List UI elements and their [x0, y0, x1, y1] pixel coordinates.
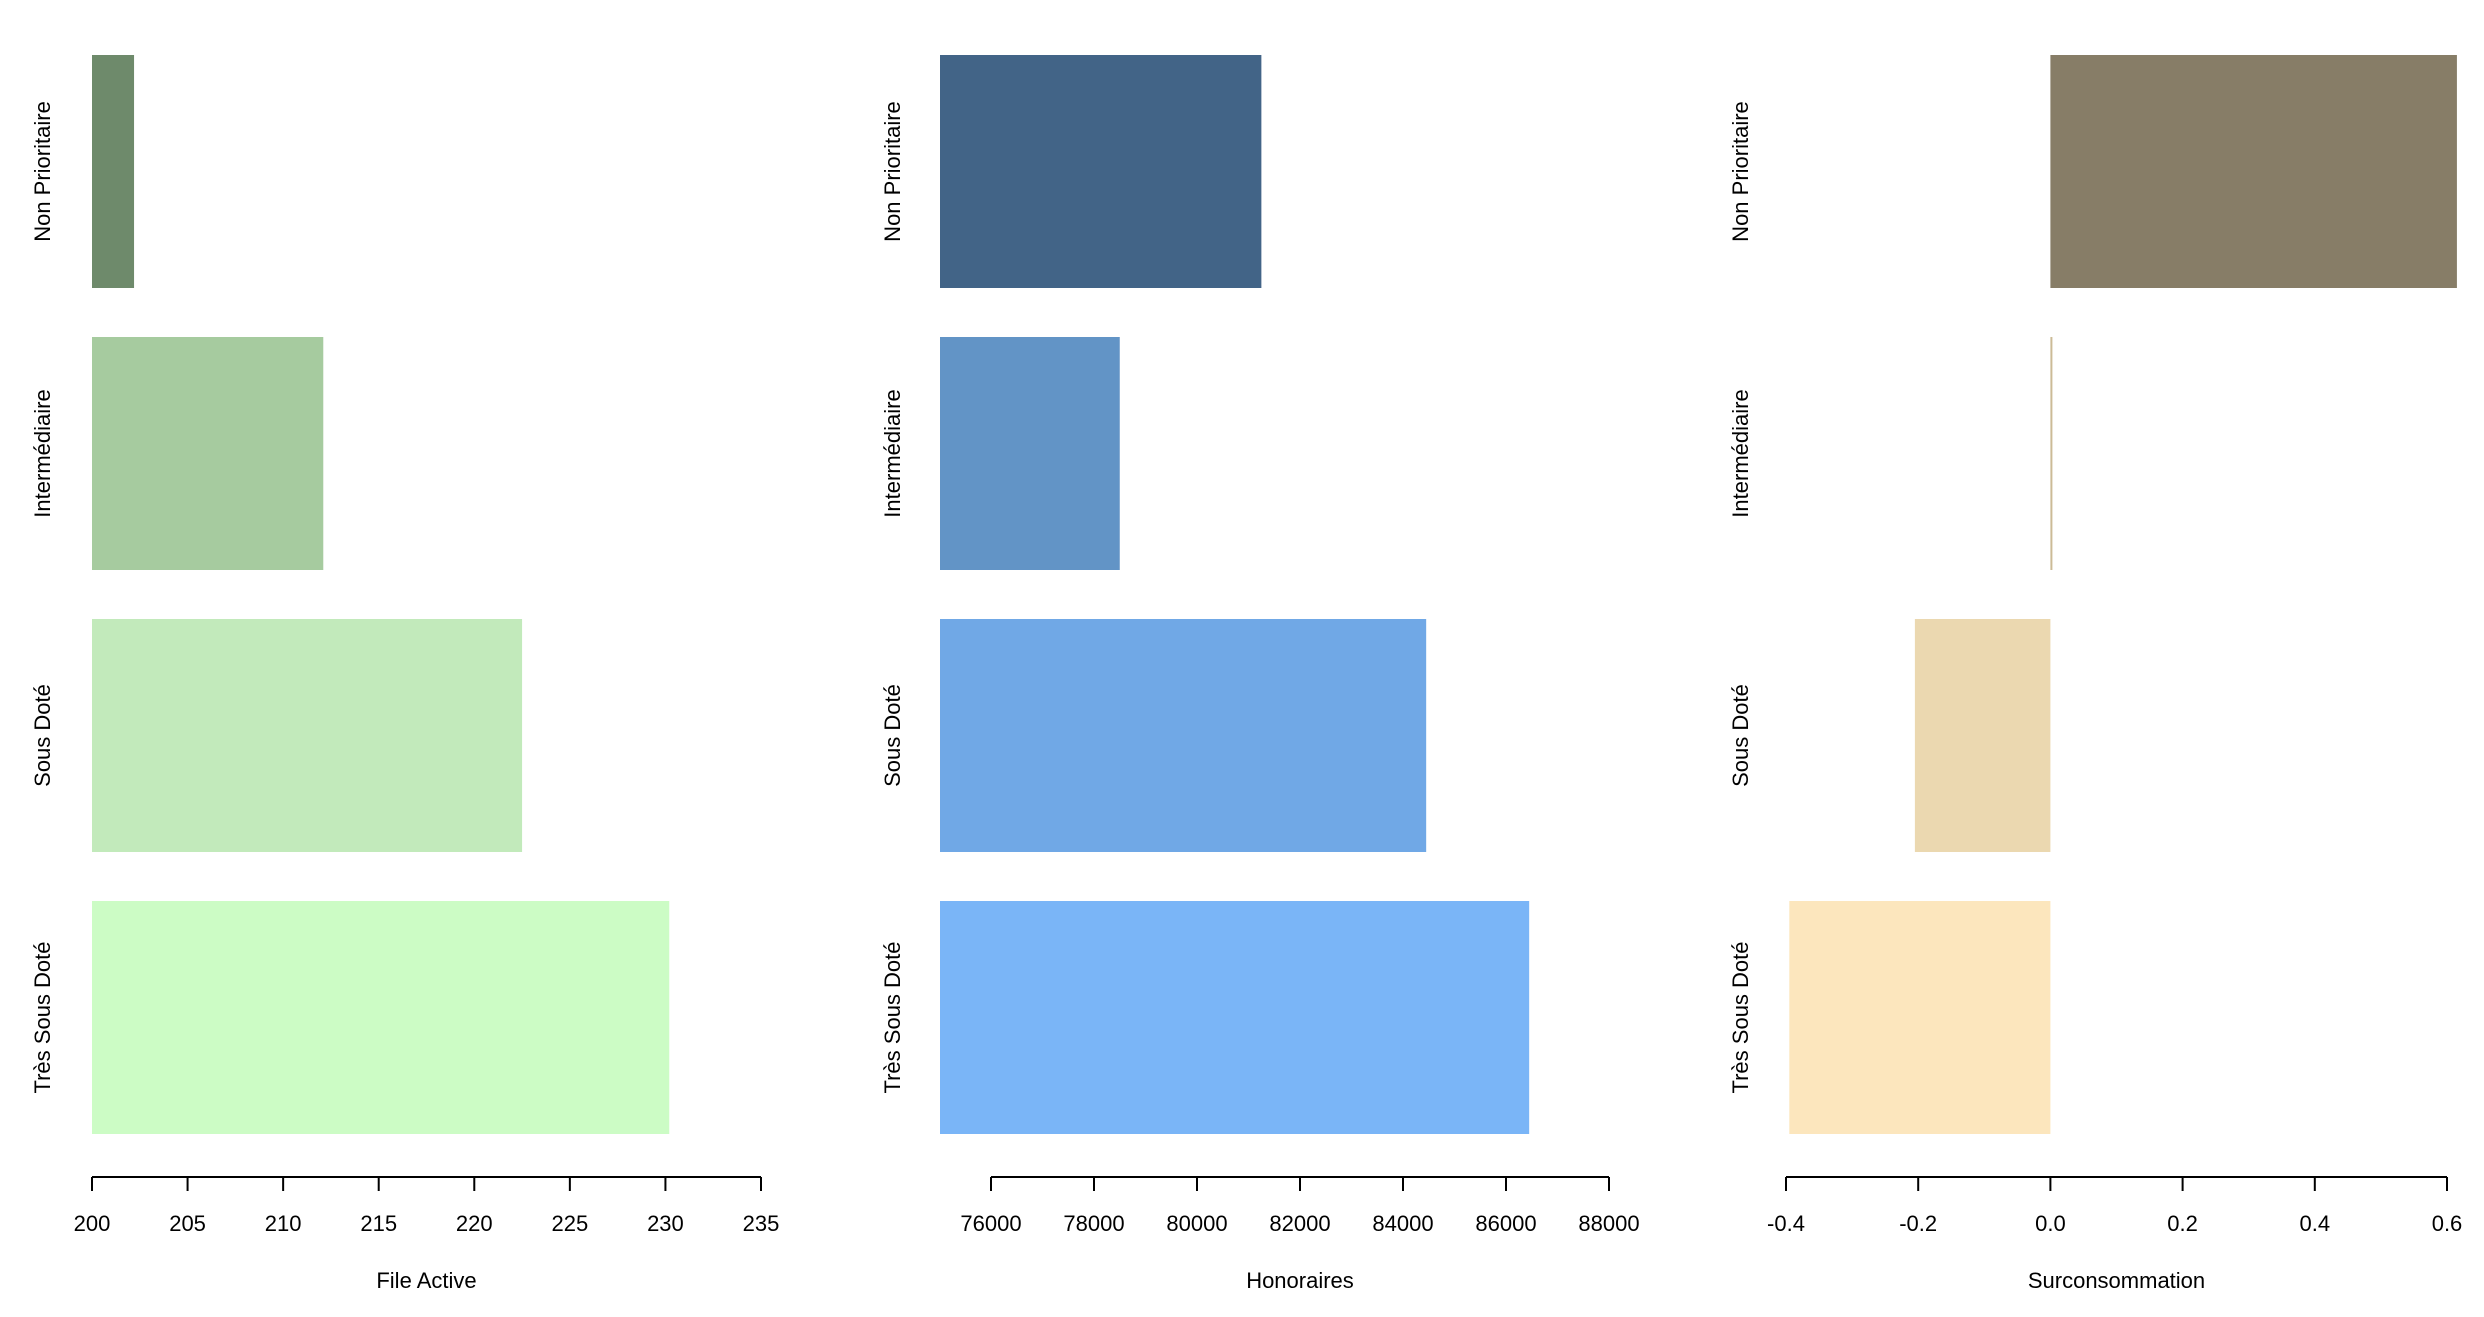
x-tick-label: 200: [74, 1211, 111, 1236]
x-tick-label: 225: [551, 1211, 588, 1236]
x-tick-label: 0.0: [2035, 1211, 2066, 1236]
bar-sous-doté: [1914, 619, 2051, 852]
x-axis-label: Honoraires: [1246, 1268, 1354, 1293]
bar-sous-doté: [940, 619, 1427, 852]
x-tick-label: -0.4: [1767, 1211, 1805, 1236]
x-tick-label: 80000: [1166, 1211, 1227, 1236]
category-label: Sous Doté: [1728, 684, 1753, 787]
category-label: Sous Doté: [30, 684, 55, 787]
bar-intermédiaire: [2050, 337, 2053, 570]
x-tick-label: 205: [169, 1211, 206, 1236]
bar-intermédiaire: [92, 337, 324, 570]
category-label: Non Prioritaire: [30, 101, 55, 242]
x-tick-label: -0.2: [1899, 1211, 1937, 1236]
x-tick-label: 0.6: [2432, 1211, 2463, 1236]
category-label: Intermédiaire: [880, 389, 905, 517]
category-label: Intermédiaire: [30, 389, 55, 517]
category-label: Très Sous Doté: [30, 941, 55, 1093]
x-tick-label: 235: [743, 1211, 780, 1236]
x-tick-label: 88000: [1578, 1211, 1639, 1236]
category-label: Non Prioritaire: [1728, 101, 1753, 242]
x-tick-label: 84000: [1372, 1211, 1433, 1236]
x-axis-label: File Active: [376, 1268, 476, 1293]
category-label: Très Sous Doté: [880, 941, 905, 1093]
bar-très-sous-doté: [940, 901, 1530, 1134]
x-tick-label: 210: [265, 1211, 302, 1236]
category-label: Non Prioritaire: [880, 101, 905, 242]
bar-non-prioritaire: [2050, 55, 2457, 288]
bar-très-sous-doté: [1789, 901, 2051, 1134]
x-axis-label: Surconsommation: [2028, 1268, 2205, 1293]
bar-intermédiaire: [940, 337, 1120, 570]
x-tick-label: 220: [456, 1211, 493, 1236]
chart-panel-2: Non Prioritaire Intermédiaire Sous Doté Trè…: [880, 55, 1640, 1293]
bar-sous-doté: [92, 619, 523, 852]
bar-non-prioritaire: [940, 55, 1262, 288]
x-tick-label: 0.2: [2167, 1211, 2198, 1236]
x-tick-label: 86000: [1475, 1211, 1536, 1236]
category-label: Intermédiaire: [1728, 389, 1753, 517]
category-label: Sous Doté: [880, 684, 905, 787]
x-tick-label: 215: [360, 1211, 397, 1236]
bar-non-prioritaire: [92, 55, 135, 288]
x-tick-label: 230: [647, 1211, 684, 1236]
x-tick-label: 78000: [1063, 1211, 1124, 1236]
x-tick-label: 0.4: [2300, 1211, 2331, 1236]
x-tick-label: 76000: [960, 1211, 1021, 1236]
x-tick-label: 82000: [1269, 1211, 1330, 1236]
chart-panel-3: Non Prioritaire Intermédiaire Sous Doté Trè…: [1728, 55, 2462, 1293]
category-label: Très Sous Doté: [1728, 941, 1753, 1093]
chart-panel-1: Non Prioritaire Intermédiaire Sous Doté Trè…: [30, 55, 779, 1293]
bar-très-sous-doté: [92, 901, 670, 1134]
